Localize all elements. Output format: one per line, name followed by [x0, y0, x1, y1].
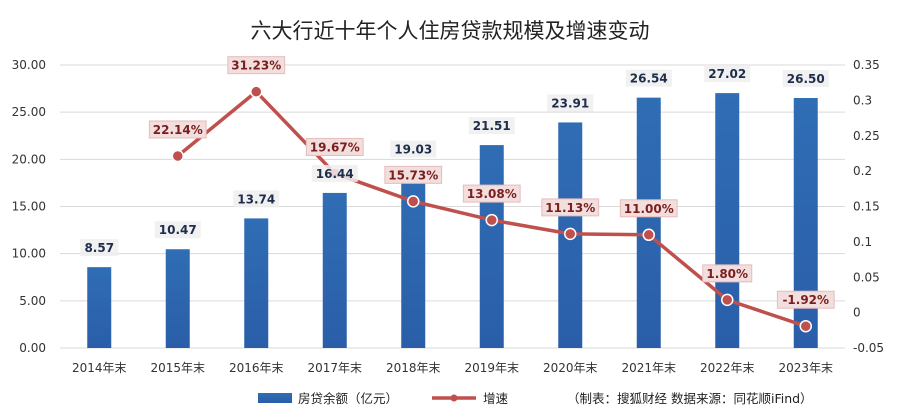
bar-value-label: 26.50 — [787, 72, 825, 86]
bar-label-box — [311, 164, 358, 182]
rate-label-box — [148, 120, 207, 139]
right-axis-tick-label: 0.15 — [853, 200, 880, 214]
legend-line-marker — [450, 394, 458, 402]
legend-bar-swatch — [258, 393, 292, 403]
growth-point — [564, 227, 577, 241]
rate-label-box — [541, 198, 600, 217]
bar-value-label: 8.57 — [84, 241, 114, 255]
x-axis-tick-label: 2017年末 — [307, 361, 362, 375]
bar — [165, 249, 190, 348]
bar — [244, 218, 269, 348]
bar-value-label: 13.74 — [237, 192, 275, 206]
bar-value-label: 27.02 — [708, 67, 746, 81]
x-axis-tick-label: 2018年末 — [386, 361, 441, 375]
x-axis-tick-label: 2021年末 — [621, 361, 676, 375]
x-axis-tick-label: 2023年末 — [778, 361, 833, 375]
chart-title: 六大行近十年个人住房贷款规模及增速变动 — [251, 19, 650, 43]
x-axis-tick-label: 2022年末 — [700, 361, 755, 375]
x-axis: 2014年末 2015年末 2016年末 2017年末 2018年末 2019年末 2020… — [72, 361, 833, 375]
rate-label-box — [776, 290, 835, 309]
x-axis-tick-label: 2016年末 — [229, 361, 284, 375]
right-axis-tick-label: 0.2 — [853, 164, 872, 178]
rate-label-box — [462, 184, 521, 203]
bar — [322, 192, 347, 348]
legend-bar-label: 房贷余额（亿元） — [298, 391, 398, 406]
left-axis-tick-label: 0.00 — [19, 341, 46, 355]
rate-label-box — [702, 264, 753, 283]
bar-label-box — [468, 117, 515, 135]
x-axis-tick-label: 2020年末 — [543, 361, 598, 375]
rate-value-label: 31.23% — [231, 59, 281, 73]
growth-point — [407, 195, 420, 208]
left-axis-tick-label: 25.00 — [12, 105, 46, 119]
rate-value-label: 22.14% — [153, 123, 203, 137]
rate-value-label: -1.92% — [782, 293, 829, 307]
bar — [479, 145, 504, 348]
bar-value-label: 21.51 — [473, 119, 511, 133]
bar — [715, 93, 740, 349]
rate-value-label: 15.73% — [388, 168, 438, 182]
legend: 房贷余额（亿元） 增速 （制表：搜狐财经 数据来源：同花顺iFind） — [258, 391, 813, 406]
growth-point — [799, 319, 812, 333]
x-axis-tick-label: 2015年末 — [150, 361, 205, 375]
right-axis-tick-label: 0.35 — [853, 58, 880, 72]
bar-series — [87, 93, 818, 349]
bar-label-box — [704, 65, 751, 83]
rate-label-box — [227, 56, 286, 75]
rate-label-box — [305, 137, 364, 156]
right-axis-tick-label: 0.05 — [853, 270, 880, 284]
bar-value-label: 19.03 — [394, 142, 432, 156]
bar-label-box — [80, 239, 119, 257]
rate-value-label: 13.08% — [467, 187, 517, 201]
left-axis-tick-label: 20.00 — [12, 152, 46, 166]
right-y-axis: -0.05 0 0.05 0.1 0.15 0.2 0.25 0.3 0.35 — [853, 58, 884, 355]
rate-label-box — [384, 165, 443, 184]
right-axis-tick-label: 0.3 — [853, 93, 872, 107]
right-axis-tick-label: -0.05 — [853, 341, 884, 355]
growth-point — [721, 293, 734, 307]
growth-point — [642, 228, 655, 242]
rate-value-label: 1.80% — [706, 267, 748, 281]
left-axis-tick-label: 30.00 — [12, 58, 46, 72]
right-axis-tick-label: 0.25 — [853, 129, 880, 143]
right-axis-tick-label: 0 — [853, 306, 861, 320]
rate-value-label: 19.67% — [310, 140, 360, 154]
growth-point — [250, 85, 263, 98]
bar-label-box — [547, 94, 594, 112]
bar-value-label: 23.91 — [551, 96, 589, 110]
left-axis-tick-label: 10.00 — [12, 247, 46, 261]
left-axis-tick-label: 5.00 — [19, 294, 46, 308]
x-axis-tick-label: 2014年末 — [72, 361, 127, 375]
bar-label-box — [233, 190, 280, 208]
source-note: （制表：搜狐财经 数据来源：同花顺iFind） — [567, 391, 813, 406]
growth-point — [485, 213, 498, 227]
bar-label-box — [782, 70, 829, 88]
bar-label-box — [154, 221, 201, 239]
left-axis-tick-label: 15.00 — [12, 200, 46, 214]
bar — [87, 267, 112, 348]
bar-value-label: 16.44 — [316, 167, 354, 181]
grid-lines — [60, 64, 845, 349]
legend-line-label: 增速 — [483, 391, 509, 406]
x-axis-tick-label: 2019年末 — [464, 361, 519, 375]
data-labels: 8.57 10.47 13.74 16.44 19.03 21.51 23.91 26.54 2… — [80, 56, 835, 309]
left-y-axis: 0.00 5.00 10.00 15.00 20.00 25.00 30.00 — [12, 58, 46, 355]
bar-value-label: 26.54 — [630, 72, 668, 86]
rate-value-label: 11.13% — [545, 201, 595, 215]
bar — [636, 97, 661, 348]
bar — [793, 98, 818, 349]
growth-point — [171, 149, 184, 163]
rate-value-label: 11.00% — [624, 202, 674, 216]
rate-label-box — [619, 199, 678, 218]
bar-label-box — [625, 69, 672, 87]
bar-value-label: 10.47 — [159, 223, 197, 237]
right-axis-tick-label: 0.1 — [853, 235, 872, 249]
bar-label-box — [390, 140, 437, 158]
